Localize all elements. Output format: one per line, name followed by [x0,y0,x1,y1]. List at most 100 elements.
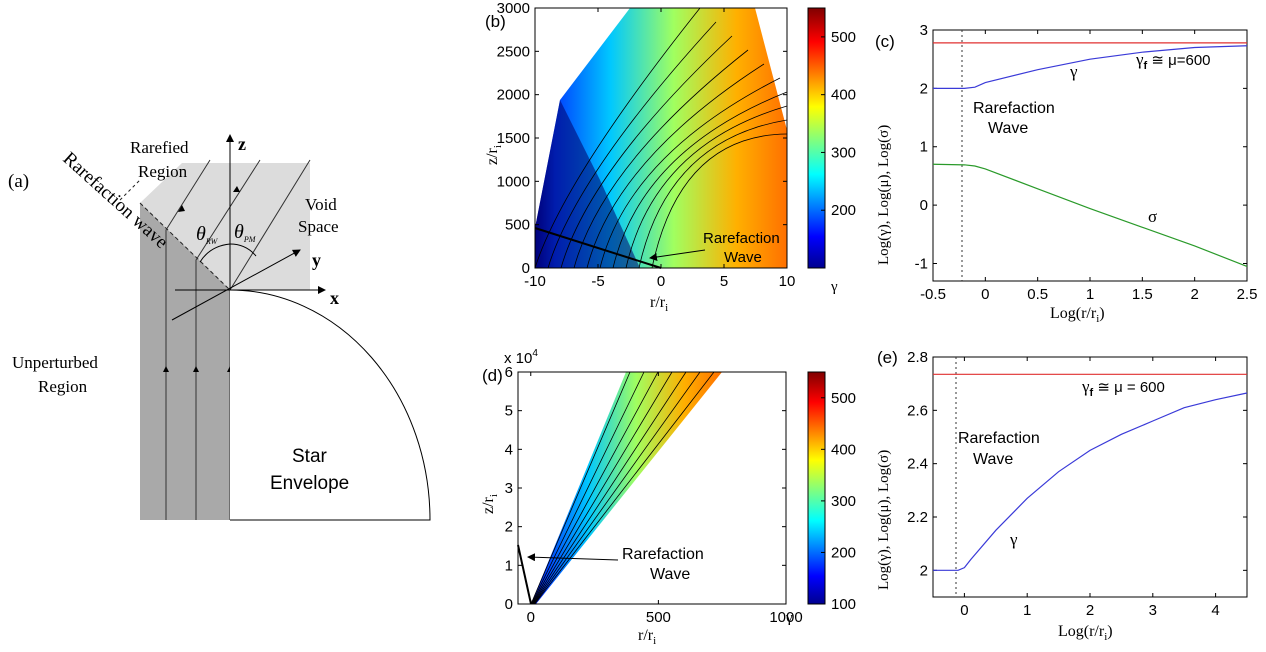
panel-b-rw-line [534,227,662,269]
panel-d: 0 500 1000 0 1 2 3 4 5 6 100 200 300 400 500 (d) x 10… [480,348,856,647]
y-tick-label: 2 [505,519,513,536]
panel-d-rw-arrow [527,553,619,562]
y-tick-label: 1 [920,139,928,156]
panel-d-annotation-2: Wave [650,566,690,583]
streamline [560,35,733,269]
y-tick-label: 1 [505,557,513,574]
panel-b-annotation-1: Rarefaction [703,230,780,247]
panel-c-rw-annot-1: Rarefaction [973,100,1055,117]
y-tick-label: 500 [505,217,530,234]
panel-b-cbar-label: γ [830,279,838,295]
panel-b-core [535,100,640,268]
streamline [651,133,788,269]
y-tick-label: 6 [505,364,513,381]
streamline [531,371,659,605]
x-tick-label: 0 [981,286,989,303]
panel-c-frame [932,29,1248,282]
y-tick-label: 2.2 [907,509,928,526]
panel-b-label: (b) [485,12,506,31]
theta-rw-label: θRW [196,223,219,246]
theta-pm-label: θPM [234,221,257,244]
star-envelope-label-1: Star [292,446,328,467]
panel-d-jet-field [531,372,722,604]
y-tick-label: 4 [505,441,513,458]
panel-d-label: (d) [482,366,503,385]
streamline [638,119,788,269]
y-tick-label: 2500 [497,43,530,60]
panel-c-xlabel: Log(r/ri) [1050,305,1105,325]
colorbar-tick-label: 300 [831,493,856,510]
x-tick-label: 0 [960,602,968,619]
rarefied-region-label-2: Region [138,162,188,181]
y-tick-label: 5 [505,403,513,420]
panel-d-streamlines [530,371,715,605]
theta-pm-arc [229,243,257,257]
streamline [573,49,749,269]
x-tick-label: 2 [1086,602,1094,619]
x-tick-label: 0 [657,273,665,290]
streamline [612,91,788,269]
series-line-γ [933,392,1248,571]
y-tick-label: 0 [505,596,513,613]
streamline [586,63,765,269]
rarefaction-wave-front-outer [119,179,141,201]
x-tick-label: 2.5 [1237,286,1258,303]
y-tick-label: 1500 [497,130,530,147]
colorbar-tick-label: 500 [831,29,856,46]
y-tick-label: 2.8 [907,349,928,366]
axis-z-label: z [238,134,246,154]
panel-c-series [932,42,1248,267]
x-tick-label: 0 [527,609,535,626]
colorbar-tick-label: 100 [831,596,856,613]
panel-d-ylabel: z/ri [480,494,500,514]
series-line-σ [932,163,1248,267]
series-line-γ [933,45,1248,89]
x-tick-label: 1000 [769,609,802,626]
panel-e-gamma-f: γf ≅ μ = 600 [1081,377,1165,399]
colorbar-tick-label: 200 [831,544,856,561]
axis-x-label: x [330,288,339,308]
colorbar-tick-label: 500 [831,390,856,407]
panel-b-annotation-2: Wave [724,249,762,266]
panel-e-ylabel: Log(γ), Log(μ), Log(σ) [876,450,892,590]
x-tick-label: 0.5 [1027,286,1048,303]
panel-b-colorbar [807,7,826,269]
y-axis [171,249,301,321]
streamline [534,371,715,605]
unperturbed-label-2: Region [38,377,88,396]
y-tick-label: 3 [505,480,513,497]
panel-e-label: (e) [877,348,898,367]
panel-c-axes: -0.5 0 0.5 1 1.5 2 2.5 -1 0 1 2 3 [915,22,1258,303]
panel-c-label: (c) [875,32,895,51]
y-tick-label: 2.4 [907,456,928,473]
x-tick-label: -5 [591,273,604,290]
y-tick-label: 2000 [497,87,530,104]
streamline [625,105,788,269]
y-tick-label: 2 [920,80,928,97]
unperturbed-label-1: Unperturbed [12,353,98,372]
panel-d-cbar-label: γ [785,610,793,626]
panel-b: -10 -5 0 5 10 0 500 1000 1500 2000 2500 3000 200 300… [484,0,856,314]
colorbar-tick-label: 300 [831,144,856,161]
panel-c-ylabel: Log(γ), Log(μ), Log(σ) [876,125,892,265]
panel-b-ylabel: z/ri [484,145,504,165]
panel-e-gamma-annot: γ [1009,530,1018,549]
panel-b-axes: -10 -5 0 5 10 0 500 1000 1500 2000 2500 3000 [497,0,796,290]
streamline [534,7,701,269]
panel-e-rw-annot-2: Wave [973,451,1013,468]
void-space-label-1: Void [305,195,337,214]
x-tick-label: 2 [1190,286,1198,303]
y-tick-label: 0 [522,260,530,277]
streamline [531,371,645,605]
panel-d-annotation-1: Rarefaction [622,546,704,563]
x-tick-label: 500 [646,609,671,626]
colorbar-tick-label: 200 [831,202,856,219]
streamline [533,371,701,605]
panel-b-streamlines [534,7,788,269]
panel-e: 0 1 2 3 4 2 2.2 2.4 2.6 2.8 (e) γ Rarefaction Wav… [876,348,1248,643]
axis-y-label: y [312,250,321,270]
streamline [532,371,673,605]
x-tick-label: 1.5 [1132,286,1153,303]
panel-e-axes: 0 1 2 3 4 2 2.2 2.4 2.6 2.8 [907,349,1247,619]
